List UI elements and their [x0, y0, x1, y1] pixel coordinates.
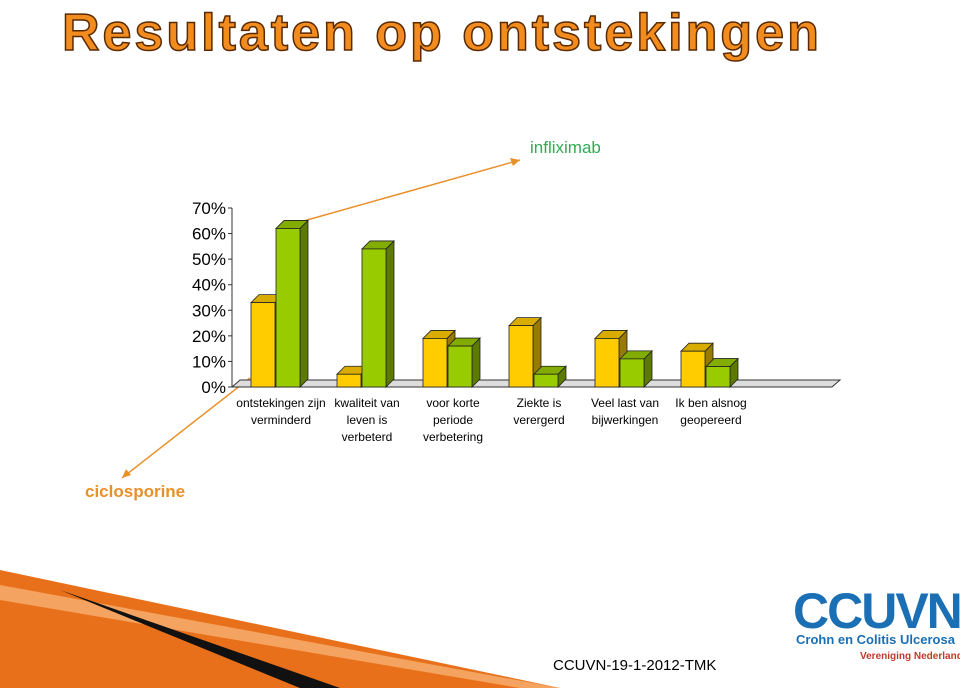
slide-title: Resultaten op ontstekingen [62, 4, 822, 62]
logo: CCUVN [793, 583, 960, 639]
decor-stripe [0, 585, 560, 688]
bar-side [299, 219, 309, 388]
y-tick-label: 10% [192, 352, 226, 371]
arrow-head [122, 469, 131, 478]
x-tick-label: ontstekingen zijn verminderd [236, 396, 326, 427]
x-tick-label: Ik ben alsnog geopereerd [675, 396, 747, 427]
y-tick-label: 60% [192, 225, 226, 244]
bar [594, 338, 620, 388]
footer-code: CCUVN-19-1-2012-TMK [553, 657, 716, 674]
bar [619, 358, 645, 388]
bar-side [385, 239, 395, 388]
legend-label: ciclosporine [85, 482, 185, 501]
y-tick-label: 70% [192, 199, 226, 218]
x-tick-label: Ziekte is verergerd [513, 396, 565, 427]
arrow [121, 377, 251, 479]
y-tick-label: 30% [192, 301, 226, 320]
arrow-head [510, 158, 520, 166]
x-tick-label: kwaliteit van leven is verbeterd [334, 396, 400, 444]
bar [250, 302, 276, 388]
bar [422, 338, 448, 388]
y-tick-label: 50% [192, 250, 226, 269]
legend-label: infliximab [530, 138, 601, 157]
bar [361, 248, 387, 388]
bar [680, 350, 706, 388]
bar [508, 325, 534, 388]
logo-org: Crohn en Colitis Ulcerosa [796, 632, 956, 647]
bar [275, 228, 301, 388]
decor-stripe [60, 590, 340, 688]
logo-sub: Vereniging Nederland [860, 651, 960, 662]
y-tick-label: 0% [201, 378, 226, 397]
bar [705, 366, 731, 388]
y-tick-label: 40% [192, 276, 226, 295]
x-tick-label: voor korte periode verbetering [422, 396, 484, 444]
y-tick-label: 20% [192, 327, 226, 346]
bar [533, 373, 559, 388]
bar [336, 373, 362, 388]
bar [447, 345, 473, 388]
x-tick-label: Veel last van bijwerkingen [590, 396, 660, 427]
arrow [299, 159, 521, 223]
decor-stripe [0, 570, 560, 688]
